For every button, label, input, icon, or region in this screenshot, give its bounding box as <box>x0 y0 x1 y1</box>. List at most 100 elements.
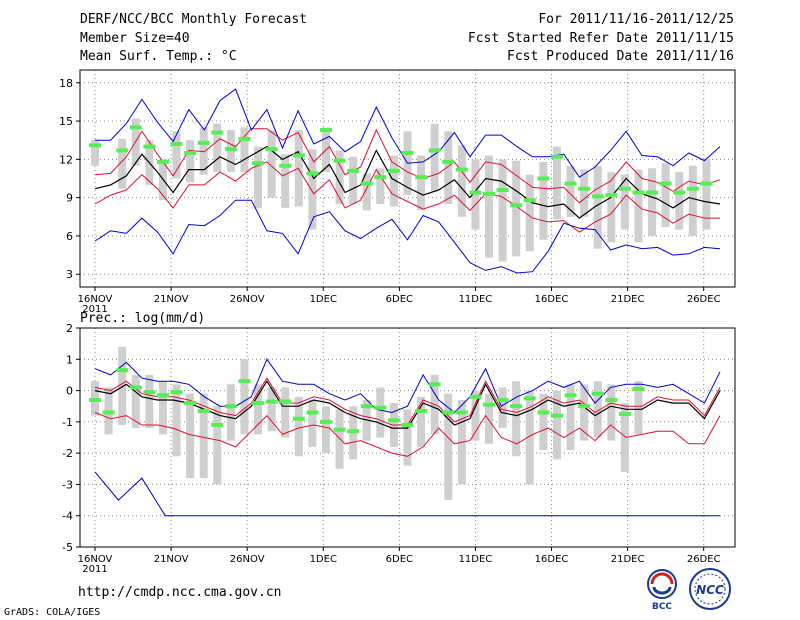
bcc-logo: BCC <box>647 569 677 611</box>
ensemble-bar <box>525 174 534 252</box>
ensemble-bar <box>145 374 154 429</box>
x-tick-label: 16NOV <box>78 554 113 565</box>
x-tick-label: 6DEC <box>386 294 413 305</box>
ensemble-bar <box>580 384 589 441</box>
member-mark <box>265 399 278 404</box>
ncc-logo-text: NCC <box>696 583 724 597</box>
ensemble-bar <box>457 145 466 217</box>
y-tick-label: 2 <box>66 322 73 335</box>
year-label: 2011 <box>82 304 107 315</box>
member-mark <box>143 144 156 149</box>
member-mark <box>455 410 468 415</box>
ensemble-bar <box>321 406 330 454</box>
ensemble-bar <box>186 140 195 183</box>
x-tick-label: 16DEC <box>535 554 569 565</box>
ensemble-bar <box>593 381 602 438</box>
ensemble-bar <box>199 393 208 479</box>
series-line-4 <box>94 471 720 517</box>
ensemble-bar <box>281 387 290 438</box>
ensemble-bar <box>172 384 181 457</box>
member-mark <box>632 387 645 392</box>
series-line-2 <box>94 412 721 457</box>
member-mark <box>184 150 197 155</box>
member-mark <box>129 385 142 390</box>
ensemble-bar <box>376 168 385 205</box>
member-mark <box>374 405 387 410</box>
ensemble-bar <box>648 168 657 236</box>
precip-panel-title: Prec.: log(mm/d) <box>80 311 206 326</box>
y-tick-label: 1 <box>66 353 73 366</box>
y-tick-label: 3 <box>66 268 73 281</box>
member-mark <box>469 190 482 195</box>
ensemble-bar <box>240 359 249 435</box>
y-tick-label: -3 <box>62 478 73 491</box>
ensemble-bar <box>226 384 235 441</box>
ensemble-bar <box>688 165 697 236</box>
ensemble-bar <box>444 393 453 501</box>
member-mark <box>279 399 292 404</box>
x-tick-label: 6DEC <box>386 554 413 565</box>
ensemble-bar <box>335 150 344 205</box>
ensemble-bar <box>661 163 670 228</box>
y-tick-label: 15 <box>59 115 73 128</box>
ensemble-bar <box>118 346 127 425</box>
member-mark <box>292 416 305 421</box>
member-mark <box>646 190 659 195</box>
ensemble-bar <box>308 399 317 447</box>
ensemble-bar <box>267 387 276 432</box>
member-mark <box>238 379 251 384</box>
series-line-3 <box>95 88 721 178</box>
panel-1: -5 -4 -3 -2 -1 0 1 2 16NOV 21NOV 26NOV 1DEC 6DEC 11DE… <box>62 322 736 575</box>
y-tick-label: 0 <box>66 385 73 398</box>
member-mark <box>673 190 686 195</box>
member-mark <box>252 161 265 166</box>
member-mark <box>605 193 618 198</box>
ensemble-bar <box>389 155 398 207</box>
member-mark <box>618 412 631 417</box>
x-tick-label: 11DEC <box>459 294 493 305</box>
x-tick-label: 21DEC <box>611 294 645 305</box>
ensemble-bar <box>525 390 534 485</box>
member-mark <box>319 419 332 424</box>
member-mark <box>319 127 332 132</box>
ensemble-bar <box>403 409 412 466</box>
member-mark <box>523 396 536 401</box>
member-mark <box>428 148 441 153</box>
series-line-2 <box>94 161 720 233</box>
ensemble-bar <box>512 381 521 457</box>
ensemble-bar <box>294 129 303 207</box>
member-mark <box>347 168 360 173</box>
member-mark <box>401 422 414 427</box>
member-mark <box>469 394 482 399</box>
member-mark <box>116 148 129 153</box>
member-mark <box>143 390 156 395</box>
member-mark <box>89 397 101 402</box>
member-mark <box>578 404 591 409</box>
member-size: Member Size=40 <box>80 31 190 46</box>
ensemble-bar <box>118 138 127 189</box>
x-tick-label: 11DEC <box>459 554 493 565</box>
member-mark <box>591 194 604 199</box>
member-mark <box>102 410 115 415</box>
panel-0: 3 6 9 12 15 18 16NOV 21NOV 26NOV 1DEC 6DEC 11DEC 16D… <box>59 69 736 315</box>
series-line-0 <box>94 145 721 219</box>
member-mark <box>523 198 536 203</box>
ensemble-bar <box>498 387 507 429</box>
ensemble-bar <box>91 140 99 166</box>
member-mark <box>618 186 631 191</box>
temp-panel-title: Mean Surf. Temp.: °C <box>80 49 237 64</box>
x-tick-label: 21NOV <box>154 294 189 305</box>
forecast-period: For 2011/11/16-2011/12/25 <box>538 12 734 27</box>
panel-frame <box>79 327 736 548</box>
member-mark <box>496 187 509 192</box>
member-mark <box>279 163 292 168</box>
ensemble-bar <box>512 160 521 257</box>
ensemble-bar <box>349 156 358 205</box>
ensemble-bar <box>607 384 616 441</box>
ncc-logo: NCC <box>689 568 731 610</box>
source-url[interactable]: http://cmdp.ncc.cma.gov.cn <box>78 585 282 600</box>
ensemble-bar <box>620 174 629 230</box>
x-tick-label: 26NOV <box>230 294 265 305</box>
member-mark <box>197 140 210 145</box>
